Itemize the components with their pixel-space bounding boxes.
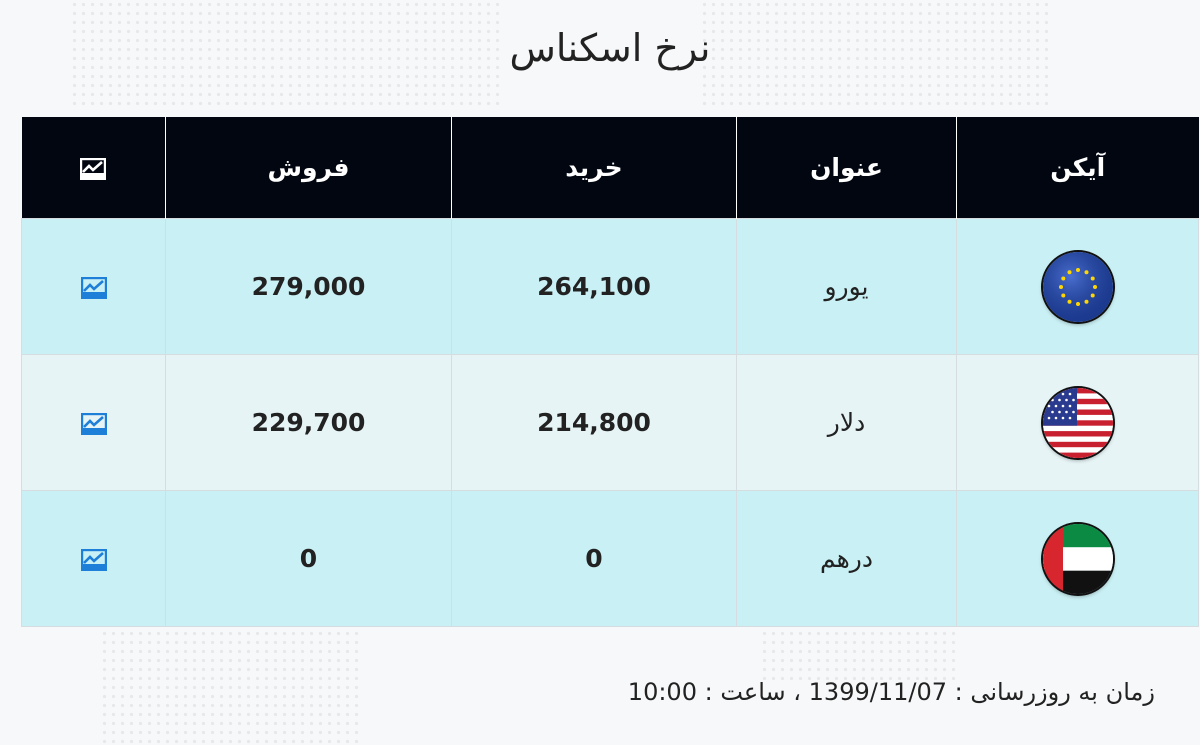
sell-price: 229,700 bbox=[165, 354, 452, 491]
us-flag-icon bbox=[1042, 387, 1113, 458]
header-buy: خرید bbox=[451, 117, 737, 219]
header-sell: فروش bbox=[165, 117, 452, 219]
eu-flag-icon bbox=[1042, 251, 1113, 322]
update-time: زمان به روزرسانی : 1399/11/07 ، ساعت : 1… bbox=[628, 678, 1155, 706]
chart-icon[interactable] bbox=[80, 549, 107, 571]
header-chart bbox=[21, 117, 166, 219]
background-pattern bbox=[760, 620, 960, 680]
table-header-row: آیکن عنوان خرید فروش bbox=[21, 117, 1199, 219]
update-separator: ، ساعت : bbox=[704, 678, 802, 706]
chart-icon[interactable] bbox=[80, 413, 107, 435]
chart-icon[interactable] bbox=[80, 277, 107, 299]
currency-name: دلار bbox=[736, 354, 957, 491]
sell-price: 0 bbox=[165, 490, 452, 627]
chart-cell[interactable] bbox=[21, 490, 166, 627]
buy-price: 0 bbox=[451, 490, 737, 627]
table-row: یورو 264,100 279,000 bbox=[21, 218, 1199, 355]
update-date: 1399/11/07 bbox=[808, 678, 947, 706]
chart-cell[interactable] bbox=[21, 218, 166, 355]
chart-icon bbox=[80, 158, 107, 180]
table-row: دلار 214,800 229,700 bbox=[21, 354, 1199, 491]
table-row: درهم 0 0 bbox=[21, 490, 1199, 627]
buy-price: 214,800 bbox=[451, 354, 737, 491]
header-icon: آیکن bbox=[956, 117, 1199, 219]
rates-table: آیکن عنوان خرید فروش bbox=[21, 117, 1199, 627]
currency-name: یورو bbox=[736, 218, 957, 355]
chart-cell[interactable] bbox=[21, 354, 166, 491]
flag-cell bbox=[956, 218, 1199, 355]
flag-cell bbox=[956, 354, 1199, 491]
background-pattern bbox=[100, 620, 360, 745]
flag-cell bbox=[956, 490, 1199, 627]
header-name: عنوان bbox=[736, 117, 957, 219]
buy-price: 264,100 bbox=[451, 218, 737, 355]
currency-name: درهم bbox=[736, 490, 957, 627]
update-time-value: 10:00 bbox=[627, 678, 697, 706]
update-label: زمان به روزرسانی : bbox=[954, 678, 1155, 706]
uae-flag-icon bbox=[1042, 523, 1113, 594]
sell-price: 279,000 bbox=[165, 218, 452, 355]
page-title: نرخ اسکناس bbox=[509, 26, 711, 70]
